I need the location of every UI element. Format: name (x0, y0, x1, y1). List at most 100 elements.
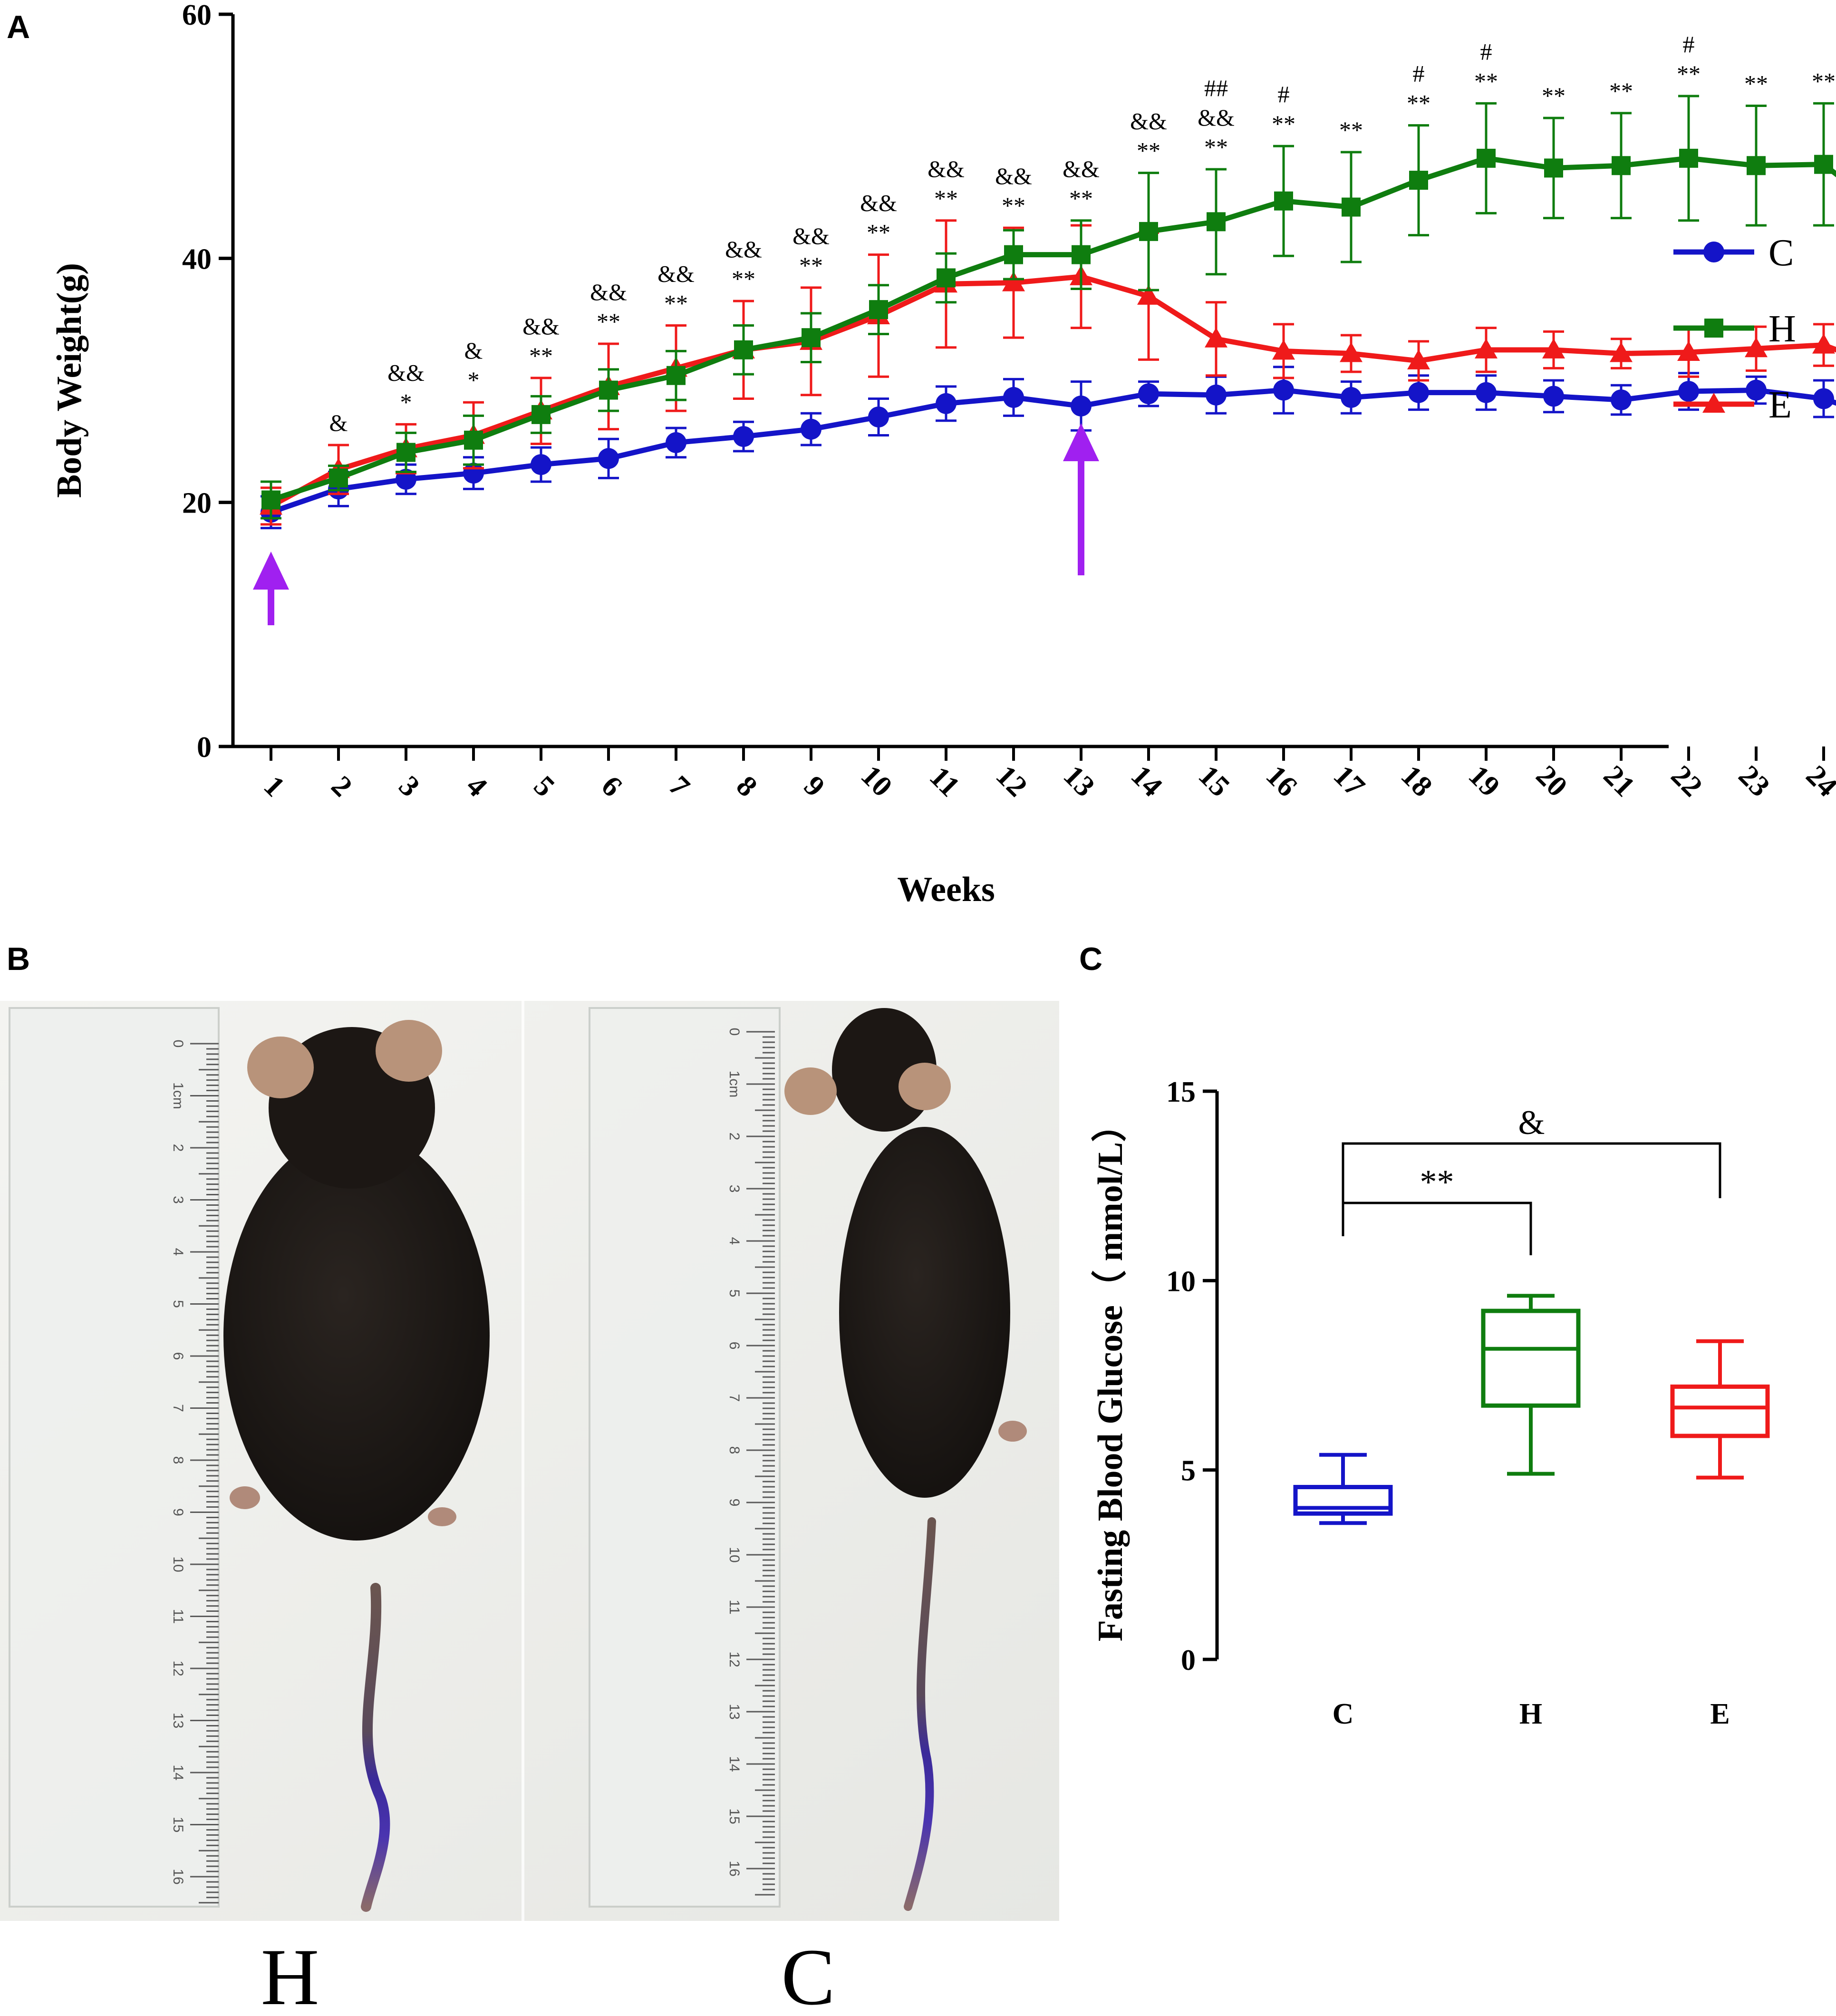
box-C (1293, 1453, 1393, 1525)
box-E (1670, 1339, 1770, 1480)
x-tick-label: 19 (1462, 759, 1506, 803)
data-point-H (1612, 156, 1631, 175)
x-tick-label: 11 (923, 760, 966, 803)
x-tick-label: 2 (325, 770, 358, 803)
ruler-number: 6 (726, 1342, 742, 1350)
ruler-body (9, 1007, 220, 1908)
data-point-C (598, 448, 619, 469)
significance-label: ** (529, 342, 553, 369)
significance-label: # (1278, 81, 1290, 107)
x-tick-label: 5 (528, 770, 561, 803)
glucose-comparisons: ** & (1342, 1104, 1721, 1255)
data-point-C (1813, 388, 1834, 409)
series-line-H (270, 155, 1836, 503)
legend-label-H: H (1768, 308, 1796, 350)
x-tick-label: 22 (1665, 759, 1709, 803)
data-point-H (734, 340, 753, 359)
ruler-number: 7 (726, 1394, 742, 1402)
ruler-number: 11 (170, 1609, 186, 1624)
ruler-number: 0 (726, 1028, 742, 1036)
data-point-C (1611, 389, 1632, 411)
significance-label: && (1063, 155, 1100, 182)
legend-marker-E (1702, 393, 1725, 413)
x-tick-label: 1 (258, 770, 291, 803)
x-tick-label: C (1333, 1698, 1354, 1730)
lean-mouse-ear-left (784, 1067, 837, 1115)
significance-label: ** (732, 265, 755, 292)
series-H (261, 95, 1836, 520)
obese-mouse (223, 1020, 490, 1912)
x-tick-label: 6 (595, 770, 628, 803)
data-point-E (1677, 340, 1700, 361)
x-tick-label: 7 (663, 770, 696, 803)
panel-letter-b: B (7, 941, 30, 977)
significance-label: * (400, 388, 412, 415)
y-tick-label: 0 (197, 731, 212, 764)
glucose-boxes (1293, 1294, 1770, 1525)
x-tick-label: 14 (1125, 759, 1169, 803)
y-tick-label: 40 (182, 243, 212, 275)
ruler-number: 15 (170, 1817, 186, 1832)
significance-label: && (860, 190, 897, 216)
data-point-E (1340, 342, 1363, 362)
significance-label: ** (1812, 68, 1836, 94)
data-point-H (396, 443, 416, 462)
data-point-E (1812, 333, 1835, 354)
data-point-C (1476, 382, 1497, 403)
box-iqr (1293, 1485, 1393, 1516)
data-point-C (1138, 383, 1159, 405)
lean-mouse-ear-right (899, 1063, 951, 1110)
ruler-number: 14 (170, 1764, 186, 1780)
data-point-E (1407, 349, 1430, 369)
data-point-H (329, 468, 348, 488)
ruler-number: 3 (726, 1185, 742, 1193)
significance-label: & (329, 409, 348, 436)
significance-label: ** (1407, 90, 1430, 116)
data-point-C (868, 407, 889, 427)
x-tick-label: 15 (1192, 759, 1236, 803)
x-tick-label: 4 (460, 770, 493, 803)
ruler-number: 1cm (170, 1082, 186, 1109)
data-point-C (801, 418, 821, 440)
data-point-H (1679, 148, 1698, 168)
series-E (260, 219, 1836, 526)
significance-label: ## (1204, 75, 1228, 101)
legend-marker-H (1704, 319, 1723, 338)
ruler-number: 5 (726, 1289, 742, 1298)
ruler-body (589, 1007, 781, 1908)
obese-mouse-body (223, 1132, 490, 1541)
data-point-C (1543, 386, 1564, 407)
obese-mouse-paw-right (428, 1507, 456, 1526)
body-weight-axes (231, 14, 1669, 748)
significance-label: && (792, 223, 830, 249)
arrow-head (1063, 423, 1099, 461)
glucose-y-label: Fasting Blood Glucose（ mmol/L） (1091, 1107, 1130, 1641)
x-tick-label: 23 (1732, 759, 1776, 803)
ruler-number: 16 (726, 1861, 742, 1876)
x-tick-label: H (1519, 1698, 1542, 1730)
significance-label: ** (867, 219, 890, 246)
significance-label: ** (1744, 70, 1768, 97)
significance-label: && (522, 313, 560, 339)
x-tick-label: 8 (730, 770, 763, 803)
significance-label: && (928, 155, 965, 182)
ruler-number: 2 (170, 1144, 186, 1152)
box-iqr (1670, 1384, 1770, 1438)
treatment-arrows (253, 423, 1099, 625)
ruler-number: 2 (726, 1133, 742, 1141)
x-tick-label: E (1710, 1698, 1730, 1730)
body-weight-x-label: Weeks (897, 870, 995, 909)
data-point-C (1206, 384, 1227, 406)
ruler-number: 9 (170, 1508, 186, 1516)
x-tick-label: 10 (855, 759, 899, 803)
body-weight-legend: CHE (1673, 232, 1796, 426)
data-point-C (1341, 387, 1362, 408)
data-point-H (1139, 222, 1158, 241)
ruler-number: 6 (170, 1352, 186, 1360)
box-iqr (1481, 1308, 1581, 1408)
legend-marker-C (1703, 242, 1724, 262)
x-tick-label: 12 (990, 759, 1034, 803)
significance-label: ** (1137, 137, 1160, 164)
ruler-number: 11 (726, 1599, 742, 1614)
